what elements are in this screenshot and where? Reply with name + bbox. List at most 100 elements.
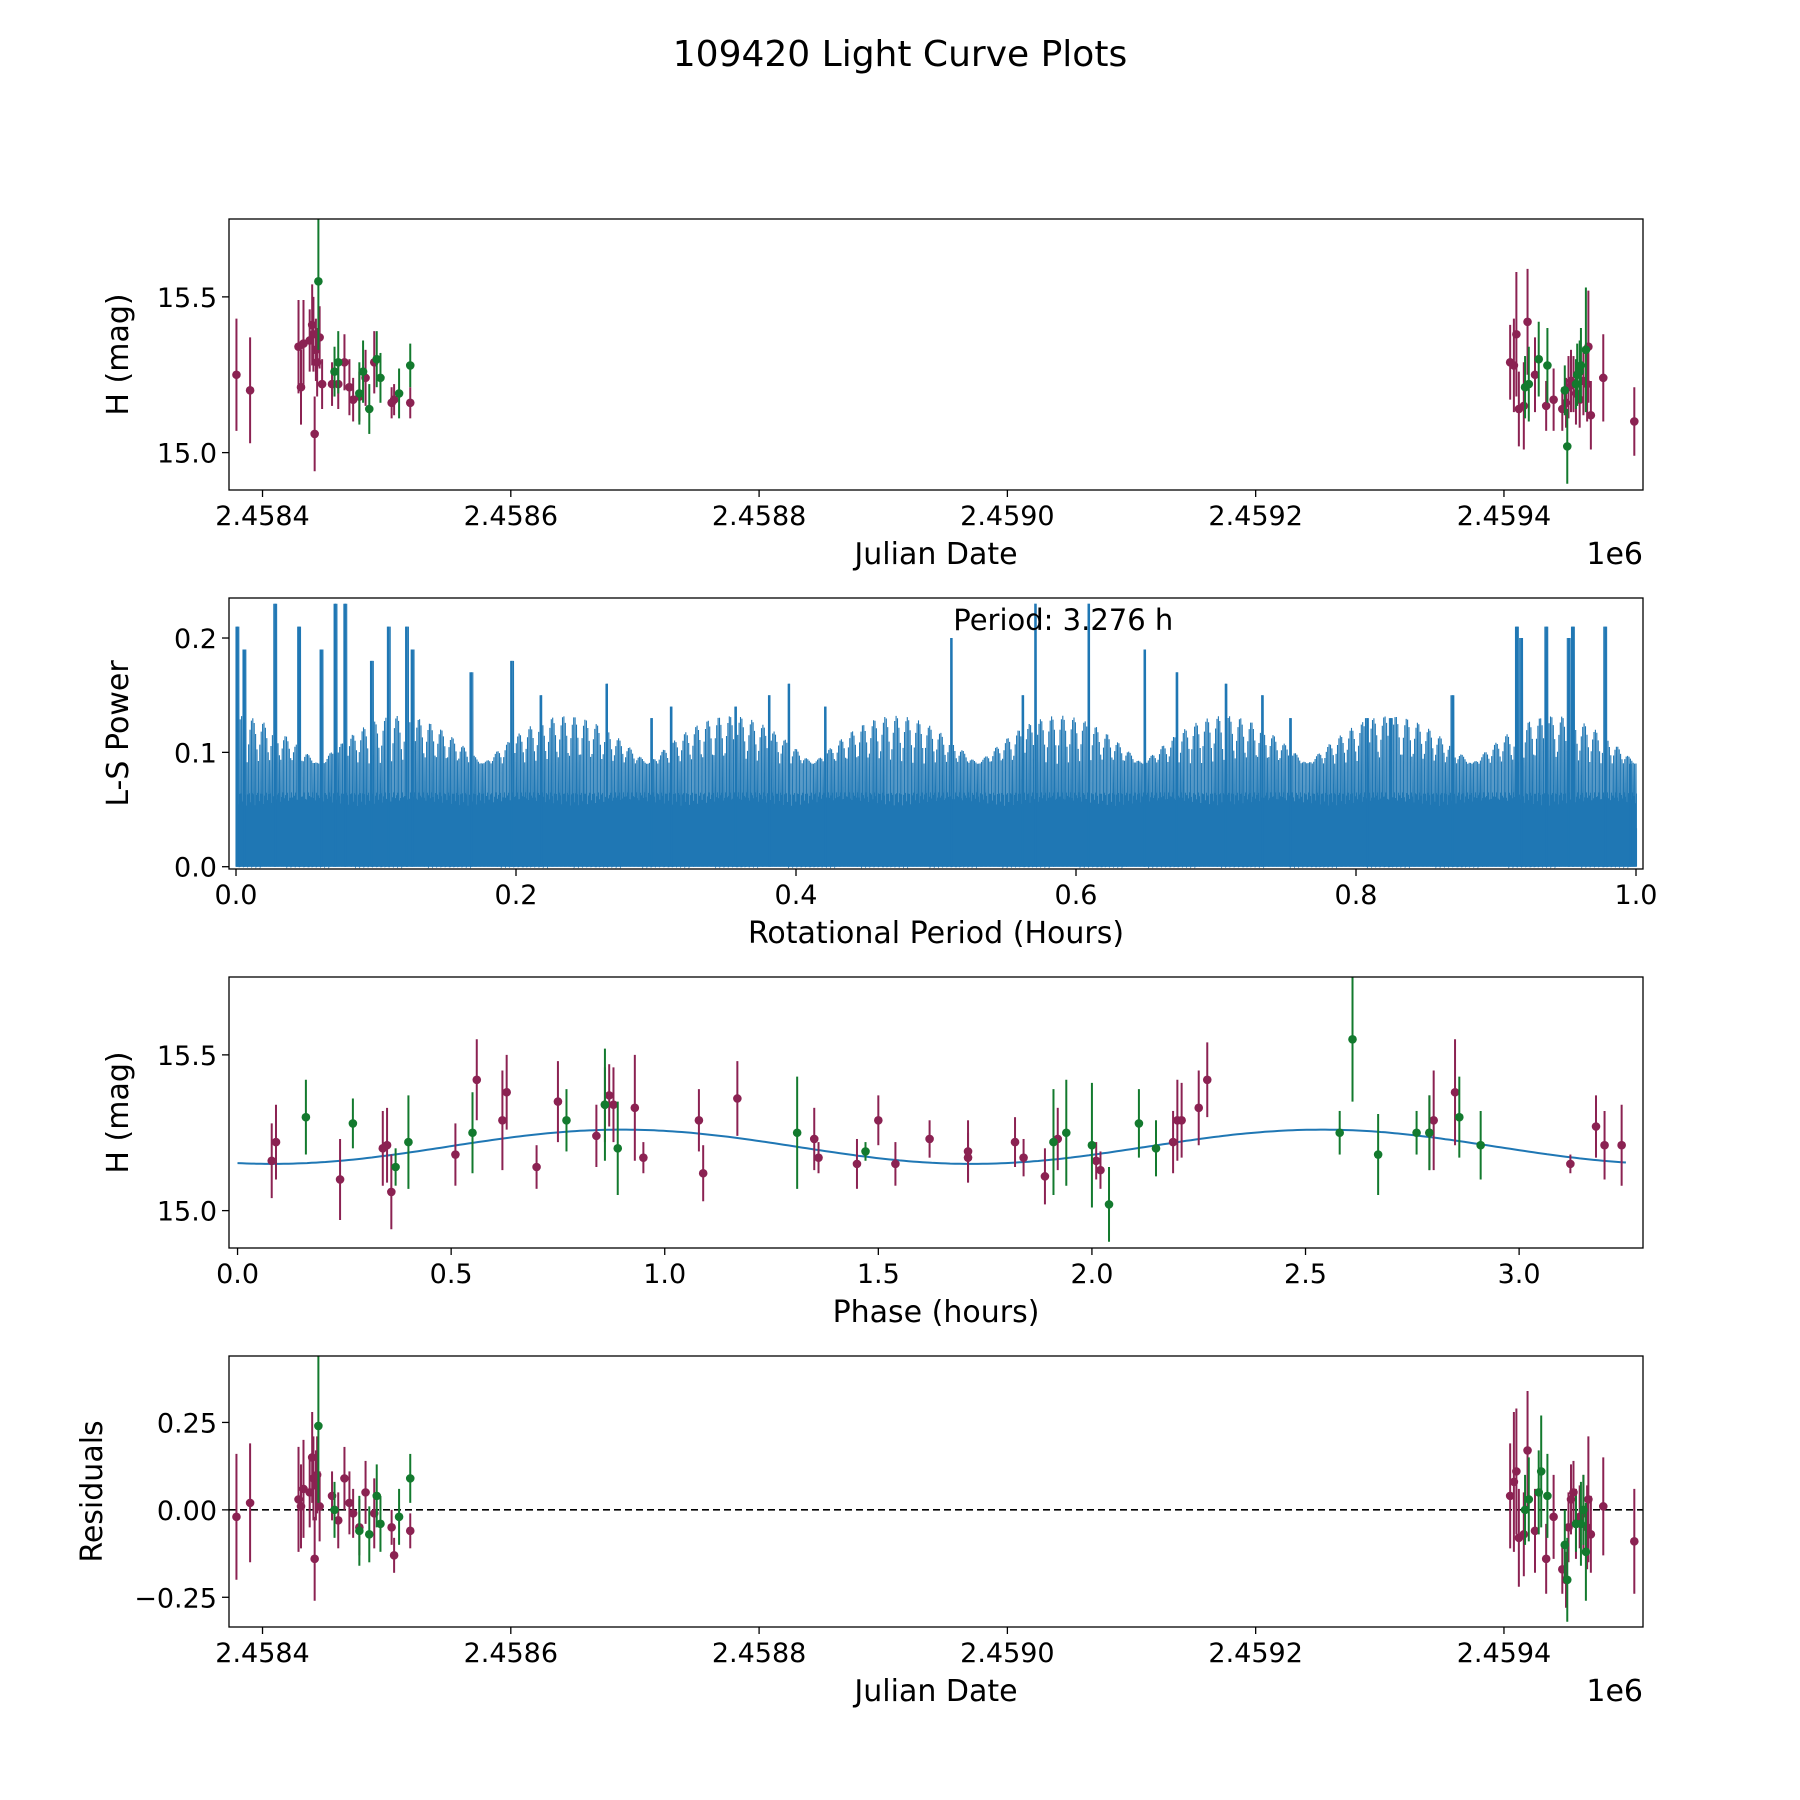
marker xyxy=(1151,1144,1161,1153)
x-tick-label: 0.0 xyxy=(216,1259,259,1290)
marker xyxy=(317,379,327,389)
data-point-magenta xyxy=(852,1138,862,1189)
data-point-magenta xyxy=(698,1145,708,1202)
panel-residuals: 2.4584 2.4586 2.4588 2.4590 2.4592 2.4594 −0.2… xyxy=(75,1355,1644,1709)
data-point-magenta xyxy=(451,1123,460,1186)
data-point-green xyxy=(391,1148,400,1186)
marker xyxy=(387,1523,396,1532)
data-point-green xyxy=(1543,1453,1552,1538)
data-point-magenta xyxy=(345,1471,354,1535)
data-point-magenta xyxy=(1600,1110,1609,1180)
marker xyxy=(1519,401,1529,411)
marker xyxy=(340,1474,349,1483)
marker xyxy=(330,1505,339,1515)
x-axis-label: Rotational Period (Hours) xyxy=(748,916,1124,951)
data-point-green xyxy=(333,331,343,394)
data-point-magenta xyxy=(1586,380,1596,450)
x-tick-label: 1.0 xyxy=(1615,880,1658,911)
marker xyxy=(315,1502,324,1511)
x-tick-label: 2.4592 xyxy=(1208,501,1302,532)
marker xyxy=(733,1094,742,1103)
data-point-magenta xyxy=(1566,1154,1575,1174)
marker xyxy=(1581,345,1591,355)
marker xyxy=(372,354,382,364)
data-point-magenta xyxy=(1541,380,1551,431)
marker xyxy=(1520,1505,1530,1515)
x-tick-label: 0.6 xyxy=(1055,880,1098,911)
data-point-magenta xyxy=(382,1107,392,1183)
y-tick-label: 15.5 xyxy=(157,1041,217,1072)
axes-frame xyxy=(228,976,1644,1249)
marker xyxy=(1536,1467,1546,1476)
data-point-magenta xyxy=(1630,387,1639,456)
data-point-magenta xyxy=(1202,1042,1212,1118)
marker xyxy=(1630,417,1639,426)
panel-periodogram: Period: 3.276 h 0.0 0.2 0.4 0.6 0.8 1.0 0.0 0.1 0… xyxy=(101,597,1658,951)
marker xyxy=(1019,1153,1028,1162)
data-point-magenta xyxy=(1549,1474,1558,1559)
data-point-magenta xyxy=(232,1453,241,1580)
marker xyxy=(1534,354,1544,364)
marker xyxy=(468,1128,477,1138)
data-point-magenta xyxy=(271,1104,281,1180)
data-point-green xyxy=(404,1095,413,1189)
marker xyxy=(1168,1137,1178,1147)
marker xyxy=(472,1075,482,1085)
data-point-green xyxy=(405,1453,415,1503)
data-point-magenta xyxy=(592,1104,601,1168)
marker xyxy=(925,1134,934,1144)
marker xyxy=(405,398,415,408)
data-point-magenta xyxy=(1523,268,1532,375)
data-point-green xyxy=(562,1089,571,1152)
data-point-magenta xyxy=(348,1488,358,1538)
marker xyxy=(348,1119,358,1128)
marker xyxy=(792,1128,802,1138)
marker xyxy=(1104,1200,1114,1209)
plot-area-phase xyxy=(237,977,1626,1242)
data-point-magenta xyxy=(1091,1142,1101,1180)
data-point-green xyxy=(364,1506,374,1563)
marker xyxy=(301,1112,311,1122)
data-point-green xyxy=(1562,1537,1572,1622)
x-tick-label: 2.4588 xyxy=(712,1638,806,1669)
marker xyxy=(1040,1172,1050,1181)
data-point-magenta xyxy=(963,1120,973,1183)
data-point-green xyxy=(1476,1110,1485,1180)
marker xyxy=(330,367,339,376)
y-tick-label: −0.25 xyxy=(134,1583,217,1614)
marker xyxy=(451,1150,460,1159)
marker xyxy=(232,1512,241,1522)
periodogram-line xyxy=(235,603,1638,869)
panel-phase: 0.0 0.5 1.0 1.5 2.0 2.5 3.0 15.0 15.5 Phase (hour… xyxy=(101,976,1644,1330)
data-point-magenta xyxy=(1177,1082,1186,1158)
data-point-magenta xyxy=(1194,1070,1204,1146)
x-axis-label: Julian Date xyxy=(852,1674,1017,1709)
data-point-magenta xyxy=(498,1070,507,1171)
marker xyxy=(245,1498,255,1508)
marker xyxy=(1202,1075,1212,1085)
data-point-green xyxy=(792,1076,802,1189)
marker xyxy=(1177,1115,1186,1125)
data-point-magenta xyxy=(1512,271,1521,397)
data-point-green xyxy=(1581,1502,1591,1601)
y-axis-label: H (mag) xyxy=(101,293,136,415)
data-point-green xyxy=(364,384,374,434)
panel-raw: 2.4584 2.4586 2.4588 2.4590 2.4592 2.4594 15.0… xyxy=(101,218,1644,572)
data-point-magenta xyxy=(1010,1117,1020,1168)
data-point-magenta xyxy=(809,1107,819,1171)
data-point-magenta xyxy=(1523,1390,1532,1510)
data-point-green xyxy=(376,1495,385,1552)
y-tick-label: 0.2 xyxy=(174,624,217,655)
marker xyxy=(1543,1491,1552,1501)
data-point-magenta xyxy=(609,1067,618,1143)
data-point-green xyxy=(1134,1089,1144,1158)
marker xyxy=(600,1100,610,1110)
marker xyxy=(613,1144,623,1153)
data-point-green xyxy=(1562,409,1572,484)
marker xyxy=(1505,1491,1515,1501)
marker xyxy=(1429,1115,1438,1125)
marker xyxy=(852,1159,862,1169)
data-point-magenta xyxy=(1450,1039,1460,1146)
marker xyxy=(1524,379,1534,389)
y-tick-label: 0.25 xyxy=(157,1408,217,1439)
